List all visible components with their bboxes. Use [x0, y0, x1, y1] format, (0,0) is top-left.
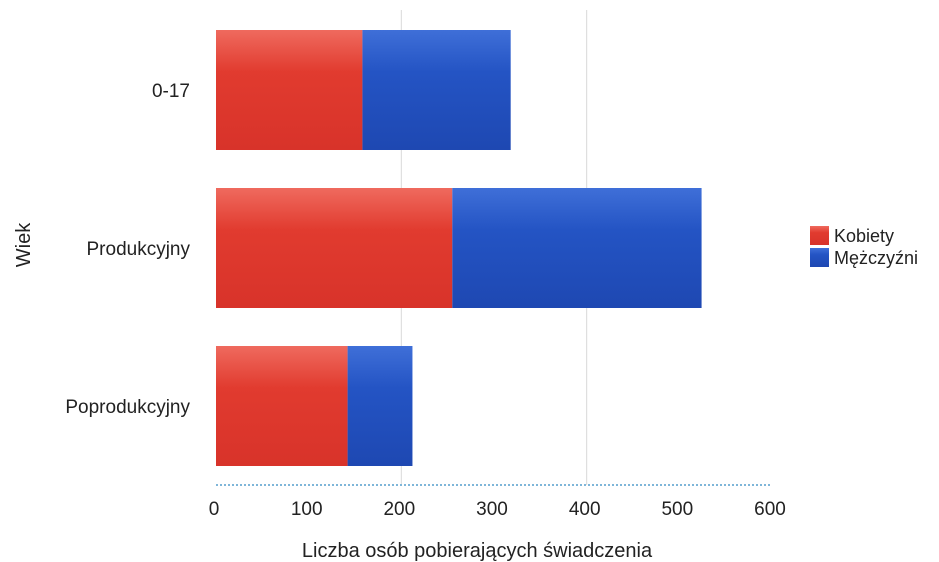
- x-tick-label: 600: [754, 499, 786, 520]
- legend-label: Kobiety: [834, 226, 894, 246]
- x-tick-label: 500: [661, 499, 693, 520]
- y-axis-title: Wiek: [13, 222, 35, 267]
- x-axis-title: Liczba osób pobierających świadczenia: [302, 540, 653, 562]
- bar-kobiety-produkcyjny: [216, 188, 453, 308]
- x-tick-label: 200: [383, 499, 415, 520]
- bar-mężczyźni-0-17: [362, 30, 511, 150]
- legend-label: Mężczyźni: [834, 248, 918, 268]
- bar-mężczyźni-poprodukcyjny: [347, 346, 413, 466]
- bar-kobiety-0-17: [216, 30, 363, 150]
- x-tick-label: 0: [209, 499, 220, 520]
- x-tick-label: 100: [291, 499, 323, 520]
- x-tick-label: 300: [476, 499, 508, 520]
- legend-swatch-mężczyźni: [810, 248, 829, 267]
- legend-swatch-kobiety: [810, 226, 829, 245]
- axes: 0-17 Produkcyjny Poprodukcyjny 0 100 200 300 40…: [13, 81, 786, 562]
- y-tick-label: 0-17: [152, 81, 190, 102]
- y-tick-label: Produkcyjny: [87, 239, 191, 260]
- bars: [216, 30, 702, 466]
- y-tick-label: Poprodukcyjny: [65, 397, 190, 418]
- bar-kobiety-poprodukcyjny: [216, 346, 348, 466]
- x-tick-label: 400: [569, 499, 601, 520]
- bar-mężczyźni-produkcyjny: [452, 188, 702, 308]
